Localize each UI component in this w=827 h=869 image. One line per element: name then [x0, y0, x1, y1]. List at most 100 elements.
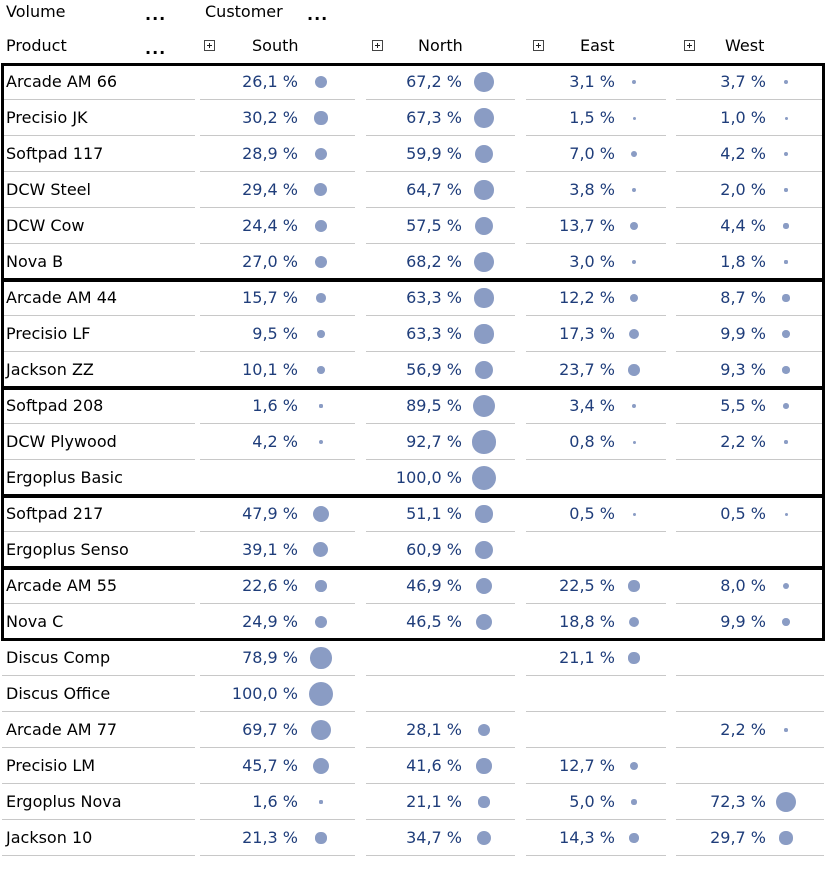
share-bubble	[631, 799, 637, 805]
product-name[interactable]: Precisio LM	[6, 756, 96, 775]
share-bubble	[475, 577, 493, 595]
share-value-east: 21,1 %	[559, 648, 615, 667]
share-value-south: 29,4 %	[242, 180, 298, 199]
product-name[interactable]: Ergoplus Nova	[6, 792, 122, 811]
share-value-east: 14,3 %	[559, 828, 615, 847]
product-name[interactable]: Softpad 208	[6, 396, 104, 415]
table-row: Ergoplus Basic 100,0 %	[0, 460, 827, 496]
product-name[interactable]: DCW Cow	[6, 216, 85, 235]
share-value-north: 59,9 %	[406, 144, 462, 163]
row-separator	[526, 603, 666, 604]
share-value-south: 10,1 %	[242, 360, 298, 379]
share-value-north: 46,5 %	[406, 612, 462, 631]
column-dimension-more-button[interactable]: ...	[307, 5, 329, 24]
share-bubble	[314, 75, 328, 89]
product-more-button[interactable]: ...	[145, 39, 167, 58]
product-name[interactable]: Jackson 10	[6, 828, 93, 847]
share-bubble	[319, 800, 323, 804]
share-bubble	[315, 580, 327, 592]
product-name[interactable]: Arcade AM 66	[6, 72, 118, 91]
share-value-east: 18,8 %	[559, 612, 615, 631]
product-name[interactable]: Arcade AM 77	[6, 720, 118, 739]
share-value-west: 4,4 %	[720, 216, 766, 235]
row-separator	[2, 603, 195, 604]
share-bubble	[775, 791, 797, 813]
share-bubble	[474, 180, 494, 200]
product-name[interactable]: Arcade AM 44	[6, 288, 118, 307]
row-separator	[366, 315, 515, 316]
share-value-south: 1,6 %	[252, 792, 298, 811]
row-separator	[200, 531, 355, 532]
share-bubble	[784, 728, 788, 732]
product-name[interactable]: Discus Office	[6, 684, 111, 703]
product-name[interactable]: Ergoplus Basic	[6, 468, 123, 487]
row-separator	[676, 423, 824, 424]
share-bubble	[629, 761, 639, 771]
product-name[interactable]: Arcade AM 55	[6, 576, 118, 595]
row-separator	[526, 135, 666, 136]
row-separator	[200, 351, 355, 352]
row-separator	[2, 747, 195, 748]
product-name[interactable]: DCW Steel	[6, 180, 91, 199]
share-value-west: 1,0 %	[720, 108, 766, 127]
row-separator	[366, 351, 515, 352]
product-name[interactable]: Precisio LF	[6, 324, 91, 343]
product-name[interactable]: Nova C	[6, 612, 64, 631]
share-bubble	[628, 364, 640, 376]
row-separator	[366, 711, 515, 712]
row-separator	[2, 459, 195, 460]
table-row: Arcade AM 66 26,1 % 67,2 % 3,1 % 3,7 %	[0, 64, 827, 100]
share-value-south: 24,4 %	[242, 216, 298, 235]
row-separator	[2, 675, 195, 676]
row-separator	[526, 315, 666, 316]
share-bubble	[784, 260, 788, 264]
expand-north-icon[interactable]	[372, 40, 383, 51]
row-separator	[526, 99, 666, 100]
share-value-east: 17,3 %	[559, 324, 615, 343]
product-name[interactable]: Discus Comp	[6, 648, 111, 667]
product-name[interactable]: DCW Plywood	[6, 432, 117, 451]
share-bubble	[783, 403, 789, 409]
table-row: Arcade AM 44 15,7 % 63,3 % 12,2 % 8,7 %	[0, 280, 827, 316]
share-bubble	[472, 394, 496, 418]
row-separator	[366, 603, 515, 604]
share-bubble	[310, 719, 331, 740]
share-bubble	[475, 505, 493, 523]
share-value-west: 29,7 %	[710, 828, 766, 847]
product-dimension-label: Product	[6, 36, 67, 55]
share-value-south: 30,2 %	[242, 108, 298, 127]
row-separator	[2, 531, 195, 532]
row-separator	[676, 459, 824, 460]
product-name[interactable]: Ergoplus Senso	[6, 540, 129, 559]
row-separator	[366, 819, 515, 820]
share-bubble	[632, 116, 636, 120]
row-separator	[2, 855, 195, 856]
product-name[interactable]: Nova B	[6, 252, 64, 271]
share-value-south: 1,6 %	[252, 396, 298, 415]
row-separator	[200, 855, 355, 856]
expand-south-icon[interactable]	[204, 40, 215, 51]
row-separator	[526, 747, 666, 748]
row-separator	[200, 243, 355, 244]
share-bubble	[314, 183, 328, 197]
share-value-south: 27,0 %	[242, 252, 298, 271]
row-separator	[526, 423, 666, 424]
share-bubble	[317, 330, 325, 338]
row-separator	[526, 171, 666, 172]
share-value-east: 13,7 %	[559, 216, 615, 235]
row-separator	[200, 459, 355, 460]
share-bubble	[628, 616, 640, 628]
share-value-north: 67,3 %	[406, 108, 462, 127]
row-dimension-more-button[interactable]: ...	[145, 5, 167, 24]
product-name[interactable]: Jackson ZZ	[6, 360, 94, 379]
expand-east-icon[interactable]	[533, 40, 544, 51]
product-name[interactable]: Softpad 217	[6, 504, 104, 523]
product-name[interactable]: Precisio JK	[6, 108, 88, 127]
product-name[interactable]: Softpad 117	[6, 144, 104, 163]
share-bubble	[477, 723, 491, 737]
expand-west-icon[interactable]	[684, 40, 695, 51]
share-value-west: 8,7 %	[720, 288, 766, 307]
row-separator	[526, 531, 666, 532]
row-separator	[526, 783, 666, 784]
share-value-south: 24,9 %	[242, 612, 298, 631]
